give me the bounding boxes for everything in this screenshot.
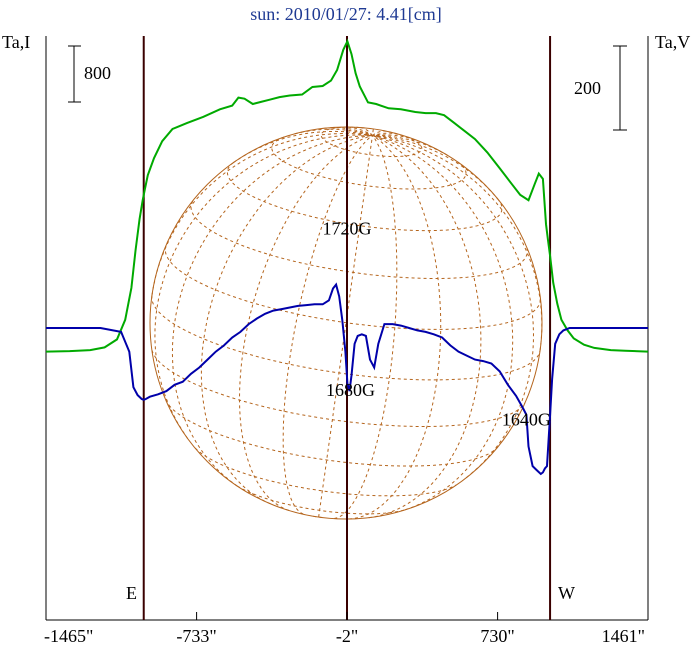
left-scale-bar bbox=[68, 45, 81, 103]
disk-longitude-line bbox=[282, 135, 373, 515]
disk-longitude-line bbox=[372, 134, 499, 201]
left-scale-label: 800 bbox=[84, 63, 111, 83]
disk-longitude-line bbox=[372, 134, 535, 479]
disk-longitude-line bbox=[318, 135, 373, 518]
left-axis-label: Ta,I bbox=[2, 32, 30, 52]
disk-longitude-line bbox=[360, 127, 373, 136]
disk-longitude-line bbox=[330, 127, 373, 136]
stokes-i-curve bbox=[45, 38, 649, 353]
disk-longitude-line bbox=[233, 130, 373, 164]
disk-longitude-line bbox=[171, 134, 373, 487]
west-limb-label: W bbox=[558, 583, 575, 603]
disk-longitude-line bbox=[372, 134, 416, 141]
disk-longitude-line bbox=[372, 134, 448, 156]
chart-title: sun: 2010/01/27: 4.41[cm] bbox=[250, 4, 442, 24]
disk-latitude-line bbox=[271, 136, 467, 190]
disk-latitude-line bbox=[164, 245, 541, 330]
disk-latitude-line bbox=[320, 126, 423, 158]
annotation-label: 1720G bbox=[323, 218, 372, 238]
disk-longitude-line bbox=[372, 134, 543, 351]
x-tick-label: -1465" bbox=[44, 626, 93, 646]
annotation-label: 1680G bbox=[326, 380, 375, 400]
x-tick-label: 1461" bbox=[602, 626, 645, 646]
x-axis-ticks: -1465" -733" -2" 730" 1461" bbox=[44, 612, 649, 646]
disk-latitude-line bbox=[165, 399, 499, 467]
disk-longitude-line bbox=[294, 128, 373, 136]
disk-longitude-line bbox=[372, 132, 399, 136]
disk-longitude-line bbox=[154, 134, 373, 439]
disk-latitude-line bbox=[313, 515, 324, 519]
disk-longitude-line bbox=[372, 134, 514, 511]
stokes-v-curve bbox=[46, 282, 648, 476]
disk-longitude-line bbox=[372, 130, 387, 136]
disk-longitude-line bbox=[334, 135, 398, 519]
disk-longitude-line bbox=[348, 134, 442, 520]
x-tick-label: -733" bbox=[176, 626, 216, 646]
right-scale-label: 200 bbox=[574, 78, 601, 98]
disk-latitude-line bbox=[190, 200, 528, 279]
east-limb-label: E bbox=[126, 583, 137, 603]
x-tick-label: 730" bbox=[480, 626, 514, 646]
vertical-markers bbox=[142, 36, 552, 620]
disk-latitude-line bbox=[194, 447, 457, 497]
disk-longitude-line bbox=[151, 132, 373, 296]
disk-latitude-line bbox=[226, 162, 503, 232]
field-strength-labels: 1720G 1680G 1640G bbox=[323, 218, 551, 429]
disk-longitude-line bbox=[368, 134, 482, 519]
right-axis-label: Ta,V bbox=[655, 32, 690, 52]
annotation-label: 1640G bbox=[502, 410, 551, 430]
x-tick-label: -2" bbox=[336, 626, 358, 646]
disk-longitude-line bbox=[238, 134, 373, 511]
disk-longitude-line bbox=[371, 129, 374, 136]
right-scale-bar bbox=[613, 45, 627, 131]
disk-longitude-line bbox=[347, 126, 373, 136]
